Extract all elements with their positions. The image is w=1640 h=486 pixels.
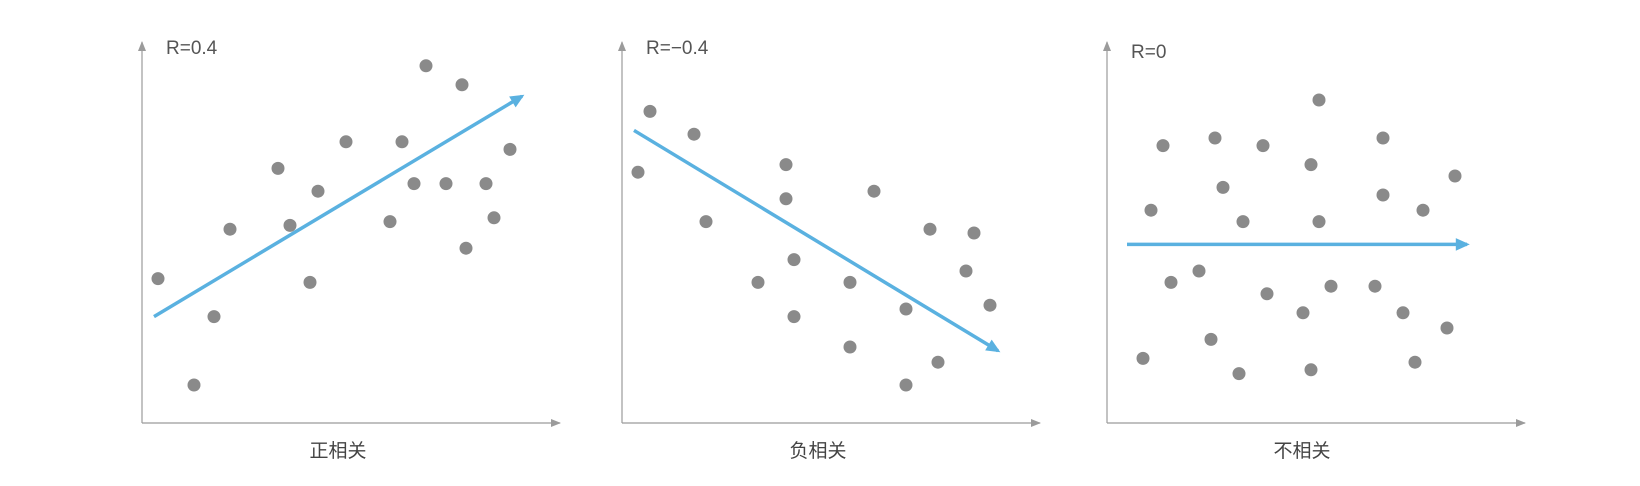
data-point [843,275,857,289]
data-point [751,275,765,289]
data-point [643,104,657,118]
data-point [1256,139,1270,153]
data-point [223,222,237,236]
data-point [339,135,353,149]
data-point [899,302,913,316]
data-point [1376,131,1390,145]
data-point [699,215,713,229]
chart-title: R=0.4 [166,38,218,59]
data-point [271,161,285,175]
data-point [1312,215,1326,229]
data-point [1440,321,1454,335]
data-point [1408,355,1422,369]
chart-panel-positive: R=0.4 正相关 [138,38,561,462]
points-layer [1136,93,1462,381]
data-point [407,177,421,191]
chart-panel-negative: R=−0.4 负相关 [618,38,1041,462]
data-point [1232,367,1246,381]
chart-title: R=−0.4 [646,38,709,59]
data-point [1236,215,1250,229]
data-point [983,298,997,312]
data-point [1296,306,1310,320]
data-point [207,310,221,324]
data-point [1368,279,1382,293]
data-point [1192,264,1206,278]
data-point [687,127,701,141]
chart-title: R=0 [1131,42,1166,63]
data-point [631,165,645,179]
data-point [1136,351,1150,365]
data-point [1396,306,1410,320]
data-point [1204,332,1218,346]
data-point [787,253,801,267]
data-point [503,142,517,156]
chart-panel-uncorrelated: R=0 不相关 [1103,41,1526,462]
data-point [1164,275,1178,289]
data-point [1312,93,1326,107]
trend-arrow [153,94,525,319]
data-point [459,241,473,255]
data-point [1304,363,1318,377]
x-axis-label: 负相关 [789,440,846,462]
data-point [439,177,453,191]
data-point [151,272,165,286]
data-point [419,59,433,73]
x-axis-label: 正相关 [309,440,366,462]
data-point [967,226,981,240]
data-point [1376,188,1390,202]
data-point [487,211,501,225]
data-point [455,78,469,92]
data-point [1144,203,1158,217]
data-point [187,378,201,392]
data-point [303,275,317,289]
data-point [923,222,937,236]
trend-layer [153,94,525,319]
data-point [283,218,297,232]
data-point [867,184,881,198]
data-point [959,264,973,278]
data-point [931,355,945,369]
data-point [1260,287,1274,301]
data-point [1304,158,1318,172]
trend-arrow [633,128,1001,353]
data-point [899,378,913,392]
data-point [1448,169,1462,183]
data-point [1156,139,1170,153]
data-point [779,158,793,172]
data-point [383,215,397,229]
points-layer [631,104,997,392]
data-point [1216,180,1230,194]
data-point [1324,279,1338,293]
data-point [779,192,793,206]
x-axis-label: 不相关 [1273,440,1330,462]
data-point [479,177,493,191]
data-point [1208,131,1222,145]
trend-layer [633,128,1001,353]
data-point [843,340,857,354]
data-point [1416,203,1430,217]
data-point [395,135,409,149]
data-point [311,184,325,198]
data-point [787,310,801,324]
points-layer [151,59,517,392]
